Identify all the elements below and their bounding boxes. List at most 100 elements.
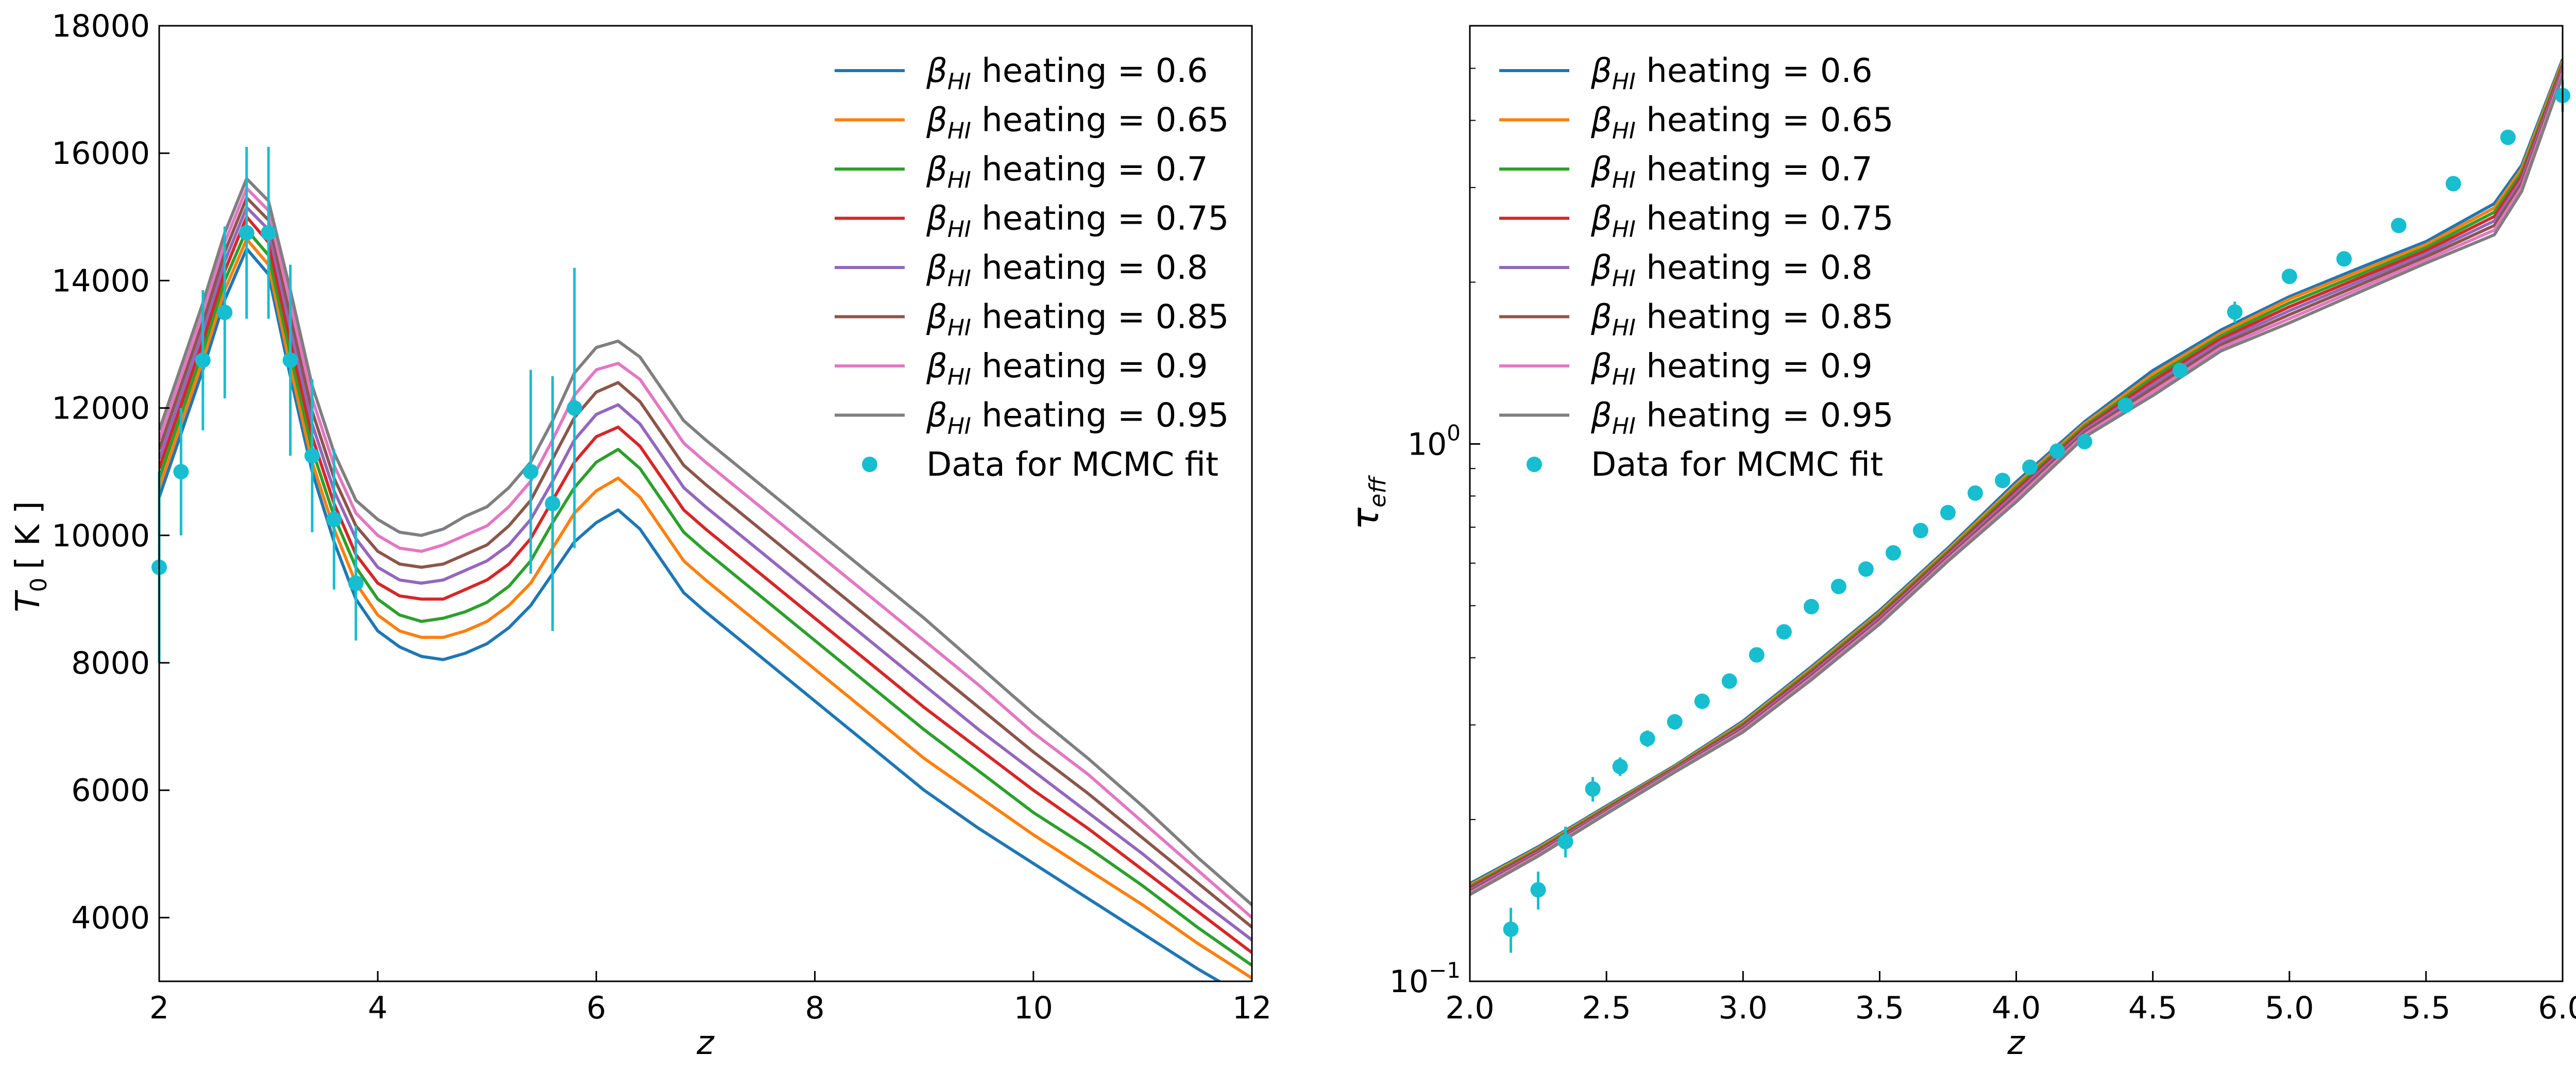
data-point (348, 575, 364, 591)
left-axes-frame (158, 25, 1253, 982)
legend-label: βHI heating = 0.7 (926, 150, 1208, 193)
legend-label: βHI heating = 0.8 (926, 249, 1208, 292)
data-point (1667, 714, 1683, 730)
y-tick-label: 100 (1408, 420, 1461, 462)
data-point (326, 511, 342, 527)
legend-label: βHI heating = 0.95 (1590, 397, 1893, 440)
legend-entry: βHI heating = 0.95 (1499, 397, 1893, 440)
legend-entry-data: Data for MCMC fit (1527, 446, 1883, 484)
legend-entry: βHI heating = 0.6 (1499, 52, 1873, 95)
x-tick-label: 12 (1232, 990, 1272, 1026)
legend-entry: βHI heating = 0.95 (835, 397, 1229, 440)
data-point (566, 400, 582, 416)
right-legend: βHI heating = 0.6 βHI heating = 0.65 βHI h… (1499, 52, 1893, 484)
y-tick-label: 8000 (71, 645, 150, 681)
y-tick-label: 18000 (52, 8, 150, 44)
legend-label: βHI heating = 0.65 (926, 102, 1229, 144)
data-point (2281, 269, 2297, 285)
data-point (1967, 485, 1983, 501)
y-tick-label: 12000 (52, 391, 150, 427)
legend-entry: βHI heating = 0.75 (835, 200, 1229, 243)
data-point (2391, 217, 2406, 233)
data-point (1721, 673, 1737, 689)
legend-label: βHI heating = 0.7 (1590, 150, 1873, 193)
y-tick-label: 10000 (52, 518, 150, 554)
legend-label: βHI heating = 0.9 (1590, 347, 1873, 390)
data-point (2077, 433, 2093, 449)
legend-label: βHI heating = 0.6 (926, 52, 1208, 95)
x-tick-label: 2 (149, 990, 169, 1026)
x-tick-label: 5.0 (2265, 990, 2314, 1026)
data-point (1557, 833, 1573, 849)
data-point (282, 352, 298, 368)
legend-entry: βHI heating = 0.7 (835, 150, 1208, 193)
y-tick-label: 14000 (52, 263, 150, 299)
series-line-8 (1470, 75, 2563, 896)
x-tick-label: 4.5 (2128, 990, 2177, 1026)
data-point (2336, 251, 2352, 267)
legend-label: βHI heating = 0.65 (1590, 102, 1893, 144)
data-point (1749, 647, 1765, 663)
y-tick-label: 4000 (71, 900, 150, 936)
legend-label: βHI heating = 0.85 (926, 298, 1229, 341)
data-point (1994, 473, 2010, 489)
left-panel: 2 4 6 8 10 12 4000 6000 8000 10000 12000 14000 16000… (9, 8, 1272, 1062)
legend-entry: βHI heating = 0.9 (1499, 347, 1873, 390)
legend-entry: βHI heating = 0.6 (835, 52, 1208, 95)
legend-entry: βHI heating = 0.8 (1499, 249, 1873, 292)
legend-entry: βHI heating = 0.7 (1499, 150, 1873, 193)
legend-entry-data: Data for MCMC fit (862, 446, 1218, 484)
data-point (304, 448, 320, 464)
data-point (195, 352, 211, 368)
data-point (1885, 545, 1901, 561)
data-point (173, 464, 189, 480)
legend-label: βHI heating = 0.8 (1590, 249, 1873, 292)
right-y-axis-label: τeff (1344, 475, 1391, 530)
right-x-axis-label: z (2007, 1024, 2025, 1062)
data-point (2227, 304, 2243, 320)
x-tick-label: 4.0 (1992, 990, 2041, 1026)
left-y-axis-label: T0[ K ] (9, 501, 52, 612)
legend-entry: βHI heating = 0.8 (835, 249, 1208, 292)
y-tick-label: 16000 (52, 136, 150, 172)
data-point (1530, 882, 1546, 898)
data-point (1940, 505, 1956, 521)
legend-label: βHI heating = 0.6 (1590, 52, 1873, 95)
left-ticks-group: 2 4 6 8 10 12 4000 6000 8000 10000 12000 14000 16000… (52, 8, 1272, 1026)
legend-entry: βHI heating = 0.65 (1499, 102, 1893, 144)
left-x-axis-label: z (696, 1024, 715, 1062)
data-point (2172, 362, 2188, 378)
right-ticks-group: 2.0 2.5 3.0 3.5 4.0 4.5 5.0 5.5 6.0 10−1 100 (1389, 25, 2576, 1026)
legend-label: βHI heating = 0.9 (926, 347, 1208, 390)
left-legend: βHI heating = 0.6 βHI heating = 0.65 βHI h… (835, 52, 1229, 484)
y-tick-label: 10−1 (1389, 958, 1461, 1000)
legend-data-label: Data for MCMC fit (1591, 446, 1883, 484)
data-point (2117, 397, 2133, 413)
data-point (2022, 459, 2038, 475)
data-point (1639, 730, 1655, 746)
legend-entry: βHI heating = 0.65 (835, 102, 1229, 144)
x-tick-label: 8 (805, 990, 825, 1026)
x-tick-label: 3.5 (1855, 990, 1904, 1026)
data-point (239, 225, 255, 241)
data-point (1585, 781, 1601, 797)
x-tick-label: 6 (586, 990, 606, 1026)
legend-label: βHI heating = 0.75 (1590, 200, 1893, 243)
legend-entry: βHI heating = 0.9 (835, 347, 1208, 390)
data-point (1912, 523, 1928, 539)
data-point (1776, 624, 1792, 640)
data-point (523, 464, 539, 480)
legend-label: βHI heating = 0.85 (1590, 298, 1893, 341)
right-data-points-group (1503, 80, 2570, 953)
x-tick-label: 5.5 (2401, 990, 2450, 1026)
left-data-points-group (151, 146, 582, 663)
x-tick-label: 3.0 (1719, 990, 1768, 1026)
data-point (1803, 599, 1819, 615)
legend-entry: βHI heating = 0.85 (1499, 298, 1893, 341)
legend-data-label: Data for MCMC fit (926, 446, 1218, 484)
data-point (2500, 129, 2516, 145)
x-tick-label: 2.5 (1582, 990, 1631, 1026)
data-point (1831, 578, 1846, 594)
legend-data-marker (1527, 457, 1542, 472)
